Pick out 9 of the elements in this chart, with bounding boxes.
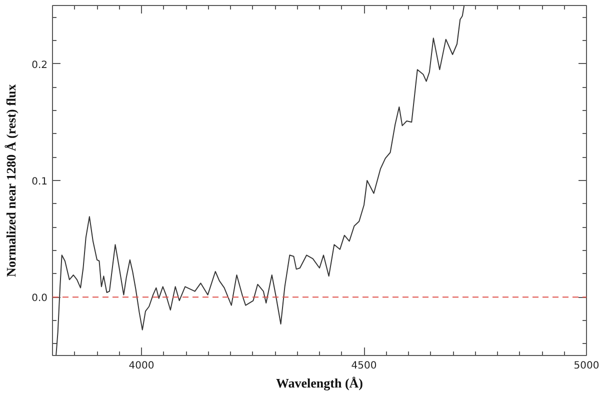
x-tick-label: 4000 [128, 360, 154, 372]
y-tick-label: 0.0 [32, 293, 48, 304]
y-tick-label: 0.1 [32, 176, 48, 188]
y-tick-label: 0.2 [32, 60, 48, 71]
x-tick-label: 5000 [574, 360, 600, 372]
line-series [56, 6, 465, 356]
y-axis-title: Normalized near 1280 Å (rest) flux [4, 84, 19, 277]
x-tick-label: 4500 [351, 360, 377, 372]
x-axis-title: Wavelength (Å) [276, 376, 364, 390]
